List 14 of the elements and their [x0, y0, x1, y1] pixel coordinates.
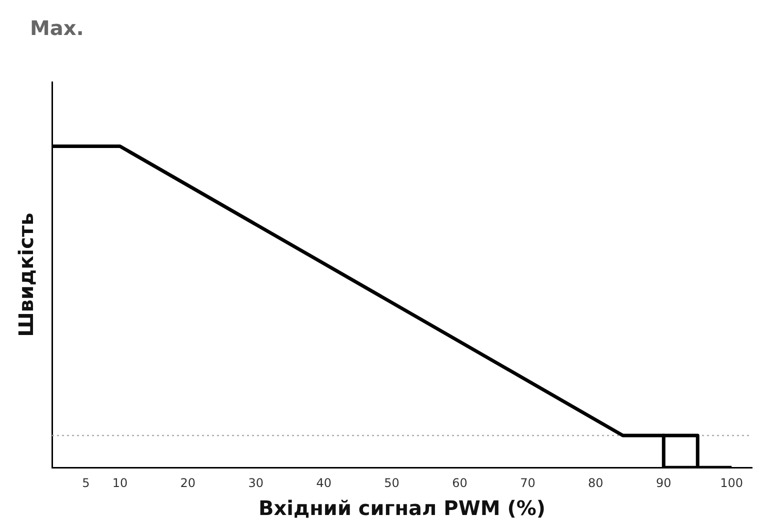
x-tick-label: 10: [112, 476, 128, 490]
x-tick-label: 50: [384, 476, 400, 490]
x-tick-label: 100: [720, 476, 744, 490]
x-tick-label: 80: [588, 476, 604, 490]
x-tick-label: 90: [656, 476, 672, 490]
text: Max.: [30, 16, 84, 40]
y-axis-title: Швидкість: [14, 212, 38, 337]
x-tick-label: 40: [316, 476, 332, 490]
x-tick-label: 70: [520, 476, 536, 490]
x-axis-title: Вхідний сигнал PWM (%): [258, 496, 546, 520]
x-tick-label: 60: [452, 476, 468, 490]
x-tick-label: 20: [180, 476, 196, 490]
x-tick-label: 5: [82, 476, 90, 490]
x-tick-label: 30: [248, 476, 264, 490]
